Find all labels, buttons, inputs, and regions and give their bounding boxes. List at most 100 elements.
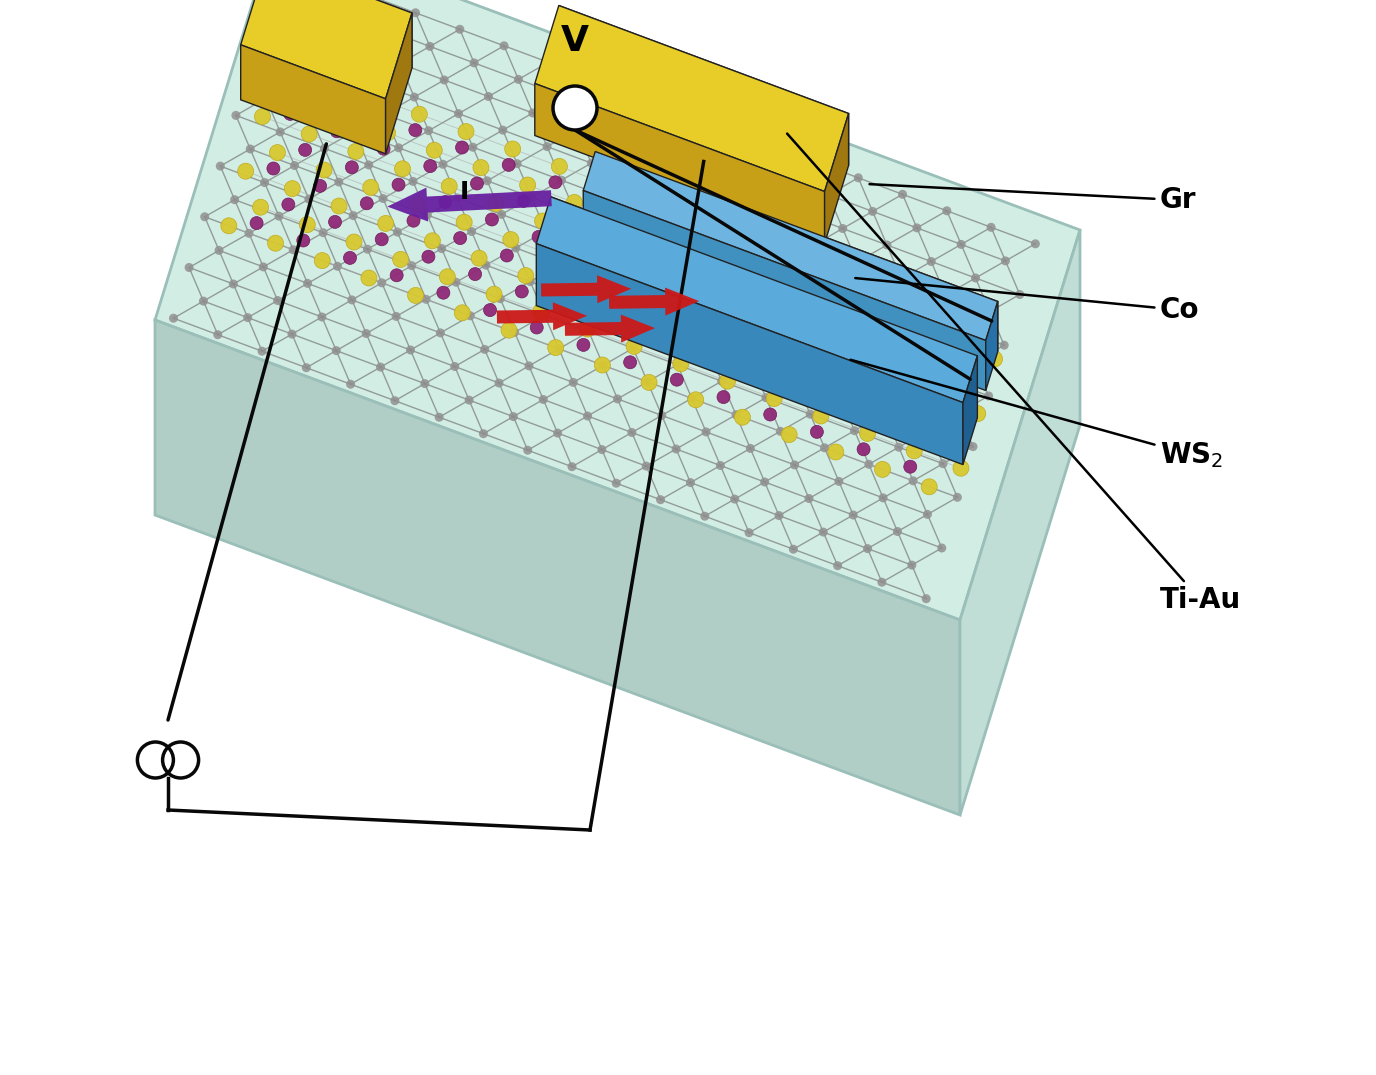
Circle shape bbox=[250, 216, 263, 230]
Circle shape bbox=[905, 370, 919, 383]
Circle shape bbox=[394, 228, 402, 236]
Circle shape bbox=[702, 355, 716, 368]
Circle shape bbox=[970, 358, 978, 367]
Circle shape bbox=[466, 312, 475, 320]
Circle shape bbox=[568, 378, 578, 387]
Circle shape bbox=[469, 268, 482, 281]
Circle shape bbox=[290, 161, 299, 170]
Circle shape bbox=[859, 353, 872, 366]
Circle shape bbox=[849, 511, 857, 519]
Circle shape bbox=[270, 145, 285, 160]
Circle shape bbox=[768, 300, 784, 316]
Circle shape bbox=[483, 303, 497, 317]
Circle shape bbox=[687, 478, 695, 487]
Circle shape bbox=[271, 54, 288, 70]
Circle shape bbox=[380, 125, 395, 141]
Circle shape bbox=[454, 109, 464, 118]
Polygon shape bbox=[963, 356, 977, 464]
Circle shape bbox=[746, 444, 755, 453]
Circle shape bbox=[216, 161, 224, 171]
Circle shape bbox=[703, 343, 711, 353]
Circle shape bbox=[440, 75, 449, 85]
Circle shape bbox=[436, 286, 450, 299]
Circle shape bbox=[583, 412, 592, 420]
Circle shape bbox=[765, 141, 775, 149]
Circle shape bbox=[245, 229, 253, 238]
Circle shape bbox=[407, 287, 424, 303]
Circle shape bbox=[747, 360, 755, 369]
Circle shape bbox=[395, 59, 405, 68]
Circle shape bbox=[954, 408, 963, 417]
Circle shape bbox=[455, 141, 468, 154]
Circle shape bbox=[275, 128, 285, 137]
Circle shape bbox=[751, 355, 768, 371]
Text: V: V bbox=[561, 24, 589, 58]
Circle shape bbox=[169, 314, 178, 322]
Circle shape bbox=[471, 250, 487, 267]
Circle shape bbox=[824, 190, 832, 199]
Circle shape bbox=[1015, 290, 1024, 299]
Text: Ti-Au: Ti-Au bbox=[787, 133, 1241, 614]
Circle shape bbox=[501, 249, 513, 262]
Circle shape bbox=[347, 379, 355, 389]
Circle shape bbox=[626, 266, 638, 278]
Circle shape bbox=[555, 344, 563, 354]
Circle shape bbox=[828, 281, 842, 293]
Circle shape bbox=[451, 277, 461, 287]
Circle shape bbox=[486, 286, 502, 302]
Circle shape bbox=[760, 477, 769, 487]
Circle shape bbox=[689, 301, 706, 317]
Circle shape bbox=[670, 373, 684, 386]
Circle shape bbox=[542, 142, 552, 152]
Circle shape bbox=[940, 375, 949, 384]
Circle shape bbox=[585, 327, 593, 336]
Circle shape bbox=[850, 426, 859, 435]
Circle shape bbox=[823, 275, 831, 284]
Circle shape bbox=[659, 327, 667, 335]
Circle shape bbox=[274, 212, 283, 220]
Circle shape bbox=[549, 176, 561, 189]
Circle shape bbox=[314, 253, 330, 269]
Circle shape bbox=[549, 249, 566, 266]
Circle shape bbox=[361, 270, 377, 286]
Circle shape bbox=[611, 302, 627, 318]
Circle shape bbox=[633, 90, 641, 100]
Circle shape bbox=[424, 233, 440, 248]
Circle shape bbox=[435, 413, 443, 421]
Circle shape bbox=[509, 412, 517, 421]
Circle shape bbox=[938, 459, 948, 469]
Circle shape bbox=[344, 252, 356, 264]
Circle shape bbox=[777, 343, 786, 352]
Circle shape bbox=[673, 356, 689, 372]
Circle shape bbox=[970, 405, 985, 421]
Circle shape bbox=[567, 462, 577, 471]
Circle shape bbox=[733, 326, 742, 335]
Circle shape bbox=[466, 227, 476, 236]
Circle shape bbox=[363, 245, 372, 254]
Polygon shape bbox=[583, 152, 998, 341]
Circle shape bbox=[852, 342, 860, 350]
Circle shape bbox=[469, 58, 479, 68]
Circle shape bbox=[523, 446, 533, 455]
Circle shape bbox=[655, 338, 669, 350]
Circle shape bbox=[513, 75, 523, 84]
Circle shape bbox=[501, 322, 517, 339]
Circle shape bbox=[321, 59, 330, 69]
Circle shape bbox=[365, 89, 381, 104]
Circle shape bbox=[184, 263, 194, 272]
Circle shape bbox=[689, 228, 702, 241]
Circle shape bbox=[289, 245, 297, 255]
Circle shape bbox=[718, 292, 728, 301]
Circle shape bbox=[395, 161, 410, 176]
Circle shape bbox=[879, 410, 889, 418]
Circle shape bbox=[795, 389, 809, 402]
Circle shape bbox=[556, 260, 564, 269]
Circle shape bbox=[832, 561, 842, 570]
Circle shape bbox=[1031, 240, 1040, 248]
Circle shape bbox=[457, 214, 472, 230]
Circle shape bbox=[409, 177, 417, 186]
Circle shape bbox=[782, 427, 797, 443]
Circle shape bbox=[363, 180, 378, 196]
Circle shape bbox=[345, 234, 362, 250]
Circle shape bbox=[780, 354, 794, 367]
